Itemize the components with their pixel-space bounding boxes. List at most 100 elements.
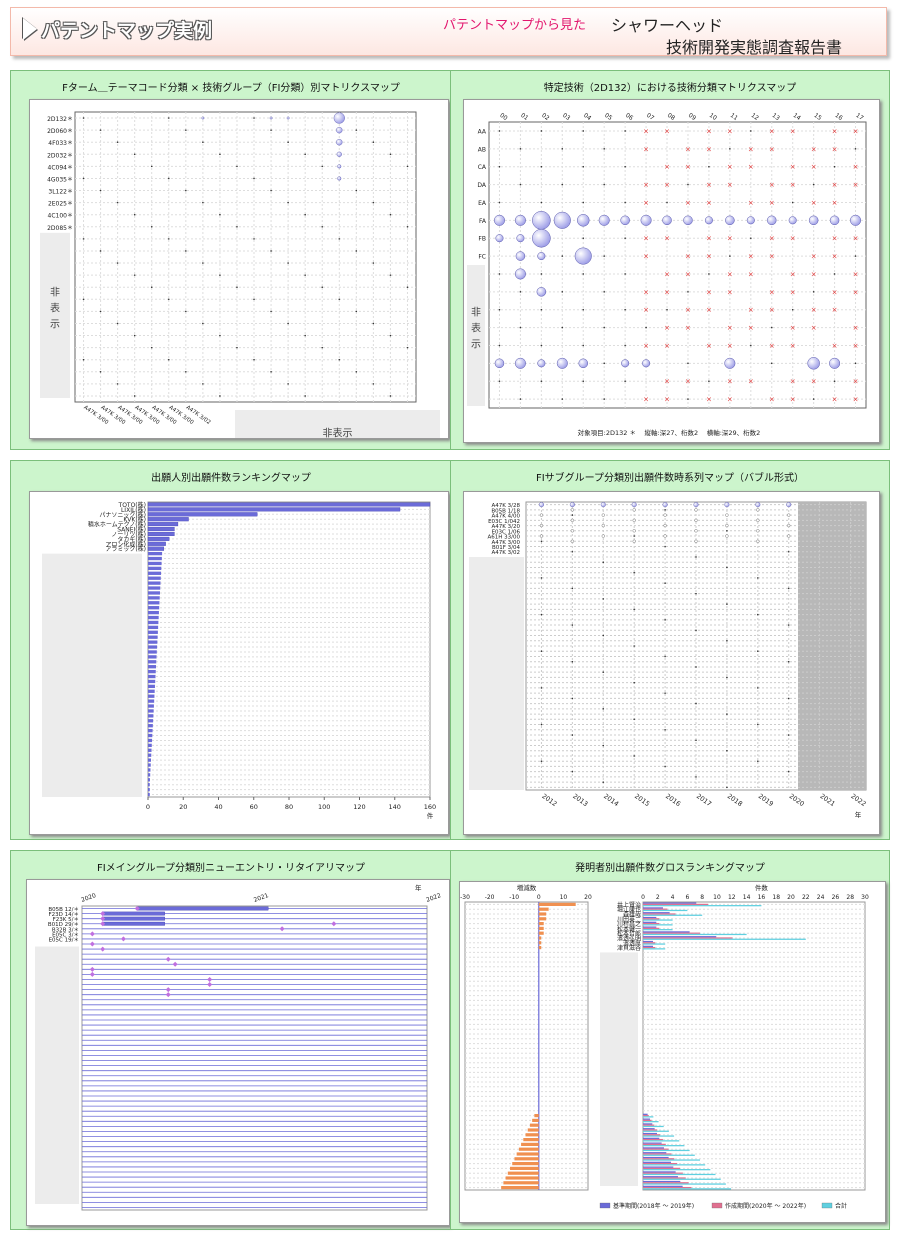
- panel-inventor-ranking: 発明者別出願件数グロスランキングマップ 増減数 -30 -20 -10 0 10 20 件数 0…: [450, 850, 890, 1230]
- bar: [148, 630, 158, 634]
- cross-mark: ×: [769, 181, 775, 189]
- diff-bar: [529, 1123, 539, 1127]
- bar-base-period: [643, 916, 657, 919]
- dot: [202, 383, 204, 385]
- panel-title: FIメイングループ分類別ニューエントリ・リタイアリマップ: [96, 863, 366, 874]
- bubble: [570, 518, 574, 522]
- dot: [571, 587, 574, 590]
- dot: [540, 344, 543, 347]
- chart-svg: TOTO(株)LIXIL(株)パナソニック(株)KVK(株)積水ホームテクノ(株…: [42, 501, 436, 820]
- x-tick-label: 20: [179, 803, 187, 811]
- diff-bar: [514, 1157, 539, 1161]
- y-tick-label: 2D060＊: [47, 128, 73, 135]
- bar-created-period: [643, 1172, 683, 1174]
- bar: [148, 763, 151, 767]
- dot: [582, 273, 585, 275]
- x-tick-label: 2015: [633, 792, 651, 808]
- bar: [148, 684, 155, 689]
- dot: [372, 383, 375, 385]
- dot: [519, 398, 522, 400]
- bubble: [493, 214, 505, 226]
- y-tick-label: EA: [478, 200, 487, 207]
- cross-mark: ×: [706, 199, 712, 207]
- dot: [99, 189, 102, 192]
- dot: [757, 650, 759, 653]
- bubble: [663, 534, 667, 538]
- dot: [540, 687, 543, 689]
- bar-created-period: [643, 1167, 681, 1170]
- bubble: [514, 357, 526, 369]
- panel-applicant-ranking: 出願人別出願件数ランキングマップ TOTO(株) LIXIL(株) パナソニック(株…: [10, 460, 452, 840]
- dot: [219, 334, 221, 337]
- cross-mark: ×: [643, 145, 649, 153]
- dot: [750, 237, 752, 239]
- dot: [571, 624, 574, 626]
- diamond-marker: [100, 946, 106, 952]
- cross-mark: ×: [790, 288, 796, 296]
- cross-mark: ×: [832, 342, 838, 350]
- bar: [148, 566, 162, 571]
- cross-mark: ×: [685, 378, 691, 386]
- cross-mark: ×: [811, 378, 817, 386]
- dot: [389, 274, 392, 276]
- bubble: [620, 215, 630, 226]
- x-tick-label: 11: [729, 112, 739, 122]
- dot: [540, 165, 543, 168]
- dot: [321, 346, 324, 349]
- dot: [603, 398, 605, 400]
- bar-base-period: [643, 926, 657, 928]
- bar: [148, 606, 160, 610]
- x-tick-label: 04: [582, 112, 592, 122]
- cross-mark: ×: [706, 288, 712, 296]
- header-title-text: パテントマップ実例: [41, 19, 213, 42]
- dot: [219, 395, 221, 397]
- bar: [148, 699, 155, 703]
- right-tick-label: 14: [743, 894, 751, 901]
- hidden-label-char: 示: [50, 319, 60, 330]
- y-tick-label: AA: [478, 128, 487, 135]
- y-tick-label: 積水ホームテクノ(株): [88, 521, 146, 529]
- dot: [687, 398, 689, 400]
- dot: [833, 165, 836, 168]
- dot: [219, 153, 221, 156]
- dot: [540, 577, 543, 579]
- cross-mark: ×: [706, 235, 712, 243]
- hidden-label-char: 示: [471, 340, 481, 351]
- y-tick-label: F23D 14/＊: [49, 911, 80, 918]
- dot: [540, 760, 543, 762]
- y-tick-label: アロン化成(株): [105, 540, 146, 548]
- bar-created-period: [643, 1153, 672, 1155]
- bubble: [536, 287, 547, 297]
- cross-mark: ×: [853, 288, 859, 296]
- dot: [708, 165, 710, 168]
- dot: [498, 130, 501, 132]
- cross-mark: ×: [685, 253, 691, 261]
- dot: [695, 739, 697, 742]
- bubble: [598, 214, 610, 226]
- diff-bar: [501, 1186, 539, 1190]
- x-tick-label: 120: [353, 803, 365, 811]
- right-tick-label: 26: [832, 894, 840, 901]
- dot: [338, 298, 341, 301]
- cross-mark: ×: [853, 270, 859, 278]
- dot: [498, 380, 501, 382]
- panel-title: 発明者別出願件数グロスランキングマップ: [575, 863, 765, 874]
- bar-created-period: [643, 908, 668, 910]
- bubble: [333, 112, 345, 124]
- hidden-label-char: 非: [471, 307, 481, 319]
- cross-mark: ×: [643, 235, 649, 243]
- legend-label: 作成期間(2020年 ～ 2022年): [725, 1202, 806, 1210]
- dot: [338, 358, 341, 361]
- chart-svg: 00 01 02 03 04 05 06 07 08 09 10 11 12 13 14 15 16 17 AA AB…: [467, 112, 867, 437]
- bubble: [632, 508, 636, 512]
- cross-mark: ×: [832, 306, 838, 314]
- bar-total: [643, 1173, 716, 1176]
- bar-total: [643, 933, 747, 936]
- dot: [406, 165, 409, 168]
- x-tick-label: 40: [214, 803, 222, 811]
- x-tick-label: 12: [750, 112, 760, 122]
- legend-swatch: [821, 1202, 833, 1209]
- y-tick-label: 濱透弘明: [617, 935, 641, 943]
- dot: [729, 255, 731, 257]
- cross-mark: ×: [643, 181, 649, 189]
